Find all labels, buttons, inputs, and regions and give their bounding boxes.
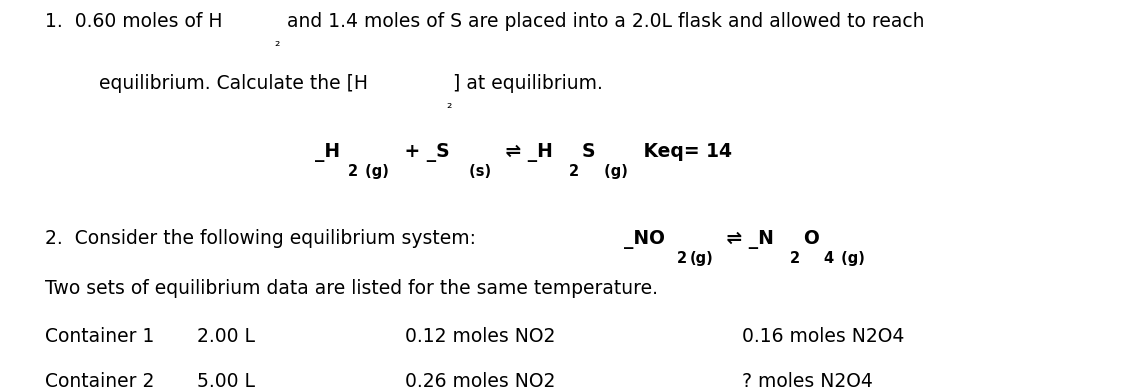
Text: S: S (582, 142, 595, 161)
Text: 2.00 L: 2.00 L (197, 327, 255, 346)
Text: (g): (g) (360, 164, 389, 179)
Text: ⇌ _N: ⇌ _N (720, 230, 774, 249)
Text: 2: 2 (676, 251, 686, 266)
Text: (s): (s) (465, 164, 492, 179)
Text: 0.16 moles N2O4: 0.16 moles N2O4 (742, 327, 904, 346)
Text: equilibrium. Calculate the [H: equilibrium. Calculate the [H (99, 74, 368, 93)
Text: 4: 4 (824, 251, 834, 266)
Text: Keq= 14: Keq= 14 (637, 142, 731, 161)
Text: 2: 2 (569, 164, 579, 179)
Text: 0.12 moles NO2: 0.12 moles NO2 (405, 327, 556, 346)
Text: 2.  Consider the following equilibrium system:: 2. Consider the following equilibrium sy… (45, 229, 476, 248)
Text: O: O (803, 229, 819, 248)
Text: _NO: _NO (623, 230, 665, 249)
Text: 1.  0.60 moles of H: 1. 0.60 moles of H (45, 12, 223, 31)
Text: 0.26 moles NO2: 0.26 moles NO2 (405, 372, 556, 387)
Text: (g): (g) (836, 251, 865, 266)
Text: ₂: ₂ (447, 98, 451, 111)
Text: Two sets of equilibrium data are listed for the same temperature.: Two sets of equilibrium data are listed … (45, 279, 658, 298)
Text: Container 2: Container 2 (45, 372, 154, 387)
Text: ] at equilibrium.: ] at equilibrium. (453, 74, 603, 93)
Text: 2: 2 (348, 164, 358, 179)
Text: ₂: ₂ (274, 36, 279, 50)
Text: + _S: + _S (398, 143, 449, 162)
Text: (g): (g) (690, 251, 713, 266)
Text: 2: 2 (790, 251, 800, 266)
Text: and 1.4 moles of S are placed into a 2.0L flask and allowed to reach: and 1.4 moles of S are placed into a 2.0… (281, 12, 925, 31)
Text: _H: _H (315, 143, 340, 162)
Text: ⇌ _H: ⇌ _H (500, 143, 554, 162)
Text: ? moles N2O4: ? moles N2O4 (742, 372, 873, 387)
Text: Container 1: Container 1 (45, 327, 154, 346)
Text: (g): (g) (600, 164, 628, 179)
Text: 5.00 L: 5.00 L (197, 372, 255, 387)
